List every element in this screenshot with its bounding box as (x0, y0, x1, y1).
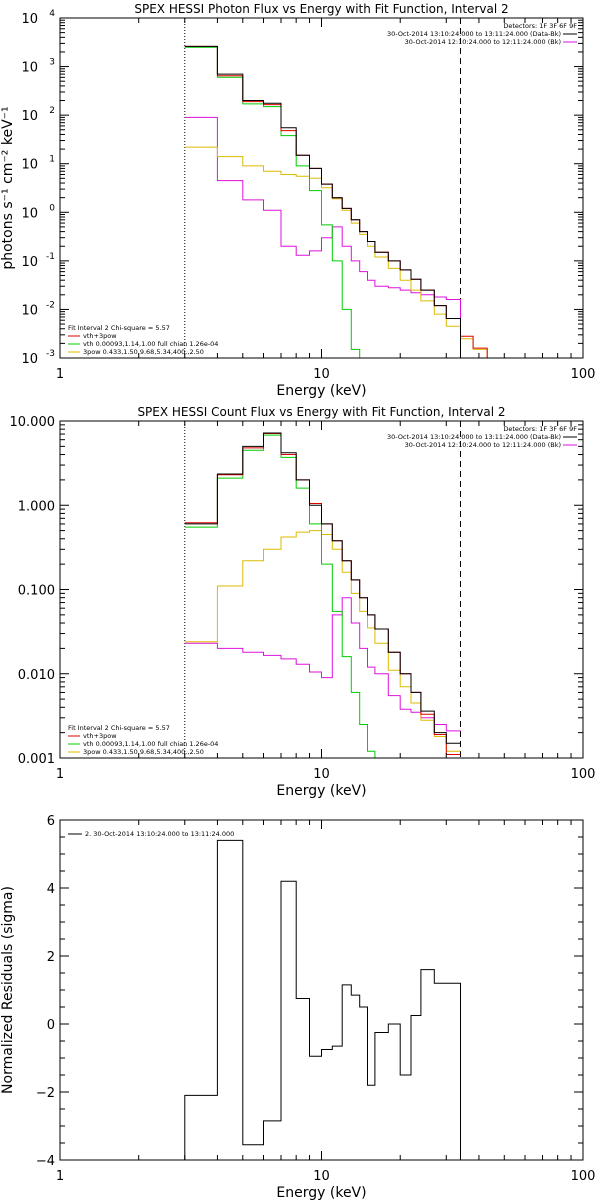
y-tick-label: 0.100 (18, 584, 55, 599)
legend-entry: 30-Oct-2014 13:10:24.000 to 13:11:24.000… (387, 30, 561, 38)
x-tick-label: 100 (571, 767, 596, 782)
y-axis-label: Normalized Residuals (sigma) (0, 886, 16, 1094)
y-tick-exponent: 4 (49, 9, 55, 19)
y-tick-label: 10.000 (10, 415, 56, 430)
y-tick-label: 0.001 (18, 752, 55, 767)
x-tick-label: 100 (571, 1169, 596, 1184)
series-group (184, 839, 461, 1160)
legend-header: Fit Interval 2 Chi-square = 5.57 (68, 324, 170, 332)
x-tick-label: 10 (313, 367, 330, 382)
y-tick-label: 2 (47, 950, 55, 965)
x-tick-label: 10 (313, 767, 330, 782)
chart-panel-3 (59, 819, 584, 1161)
chart-panel-2 (59, 420, 584, 759)
y-tick-label: 4 (47, 882, 55, 897)
y-tick-label: −2 (36, 1086, 55, 1101)
series-line (184, 597, 461, 732)
x-axis-label: Energy (keV) (276, 783, 366, 799)
series-line (184, 530, 461, 752)
y-tick-label: 10 (21, 303, 38, 318)
y-tick-label: 10 (21, 109, 38, 124)
x-tick-label: 1 (56, 1169, 64, 1184)
y-tick-label: 0.010 (18, 668, 55, 683)
legend-header: Detectors: 1F 3F 6F 9F (503, 425, 577, 433)
series-line (184, 45, 461, 358)
y-tick-exponent: -3 (46, 349, 55, 359)
legend-entry: vth 0.00093,1.14,1.00 full chian 1.26e-0… (83, 340, 218, 348)
legend-entry: 2. 30-Oct-2014 13:10:24.000 to 13:11:24.… (85, 830, 234, 838)
y-tick-exponent: 1 (49, 155, 55, 165)
legend-entry: vth+3pow (83, 332, 117, 340)
x-axis-label: Energy (keV) (276, 383, 366, 399)
x-axis-label: Energy (keV) (276, 1185, 366, 1200)
y-axis-label: photons s⁻¹ cm⁻² keV⁻¹ (0, 106, 16, 269)
series-line (184, 839, 461, 1160)
legend-entry: 30-Oct-2014 13:10:24.000 to 13:11:24.000… (387, 433, 561, 441)
series-line (184, 46, 361, 358)
legend-entry: 30-Oct-2014 12:10:24.000 to 12:11:24.000… (405, 38, 561, 46)
y-tick-label: 10 (21, 12, 38, 27)
legend-header: Fit Interval 2 Chi-square = 5.57 (68, 724, 170, 732)
chart-title: SPEX HESSI Count Flux vs Energy with Fit… (137, 405, 505, 419)
x-tick-label: 1 (56, 767, 64, 782)
x-tick-label: 10 (313, 1169, 330, 1184)
series-line (184, 146, 488, 358)
series-group (184, 432, 461, 758)
legend-entry: vth 0.00093,1.14,1.00 full chian 1.26e-0… (83, 740, 218, 748)
y-tick-exponent: 3 (49, 58, 55, 68)
y-tick-label: 10 (21, 206, 38, 221)
y-tick-label: 10 (21, 158, 38, 173)
y-tick-label: 0 (47, 1018, 55, 1033)
series-line (184, 432, 461, 744)
y-tick-label: 10 (21, 352, 38, 367)
chart-title: SPEX HESSI Photon Flux vs Energy with Fi… (134, 2, 508, 16)
x-tick-label: 100 (571, 367, 596, 382)
y-tick-label: 10 (21, 255, 38, 270)
y-tick-label: 6 (47, 814, 55, 829)
legend-header: Detectors: 1F 3F 6F 9F (503, 22, 577, 30)
series-line (184, 434, 376, 758)
y-tick-label: 1.000 (18, 499, 55, 514)
y-tick-exponent: -2 (46, 300, 55, 310)
y-tick-exponent: -1 (46, 252, 55, 262)
y-tick-label: −4 (36, 1154, 55, 1169)
legend-entry: 3pow 0.433,1.50,9.68,5.34,400.,2.50 (83, 348, 204, 356)
legend-entry: 30-Oct-2014 12:10:24.000 to 12:11:24.000… (405, 441, 561, 449)
series-group (184, 45, 488, 358)
chart-panel-1 (59, 17, 584, 359)
x-tick-label: 1 (56, 367, 64, 382)
legend-entry: vth+3pow (83, 732, 117, 740)
legend-entry: 3pow 0.433,1.50,9.68,5.34,400.,2.50 (83, 748, 204, 756)
y-tick-exponent: 2 (49, 106, 55, 116)
y-tick-label: 10 (21, 61, 38, 76)
y-tick-exponent: 0 (49, 203, 55, 213)
